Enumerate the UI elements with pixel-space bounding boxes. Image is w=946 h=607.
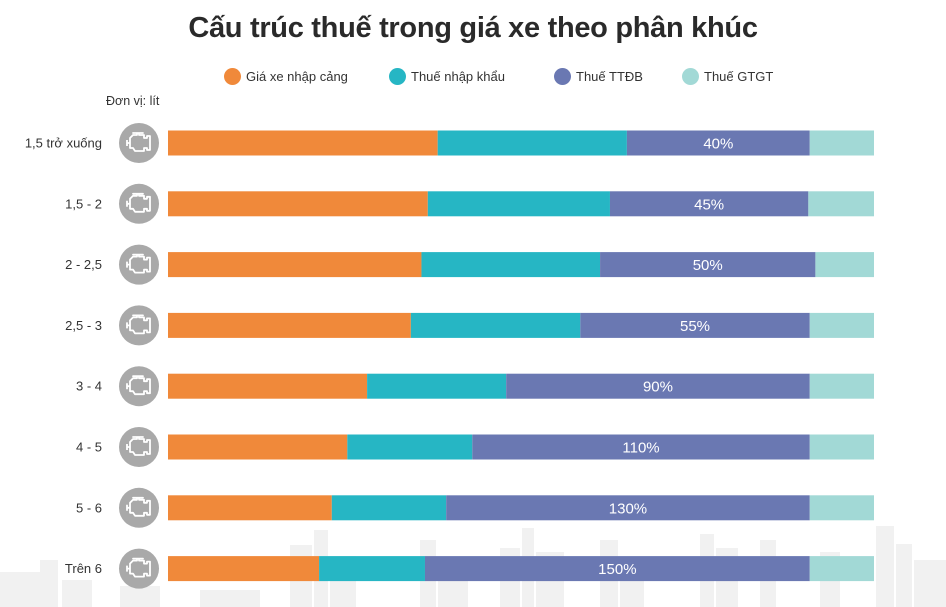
engine-icon-badge xyxy=(119,366,159,407)
engine-icon xyxy=(119,305,159,346)
data-label: 110% xyxy=(622,440,659,457)
bar-segment xyxy=(319,556,425,582)
engine-icon-outline xyxy=(126,496,151,517)
bar-segment xyxy=(410,312,581,338)
legend-item-import-price: Giá xe nhập cảng xyxy=(224,66,348,86)
engine-icon-badge xyxy=(119,183,159,224)
legend-item-special-consumption-tax: Thuế TTĐB xyxy=(554,66,643,86)
bar-segment xyxy=(421,252,601,278)
bar-segment xyxy=(809,373,874,399)
bar-segment xyxy=(808,191,874,217)
bar-row: 2,5 - 3 55% xyxy=(65,305,874,346)
bar-row: 1,5 - 2 45% xyxy=(65,183,874,224)
engine-icon-badge xyxy=(119,548,159,589)
engine-icon-badge xyxy=(119,305,159,346)
engine-icon-outline xyxy=(126,375,151,396)
legend-swatch xyxy=(389,67,406,85)
data-label: 40% xyxy=(703,136,733,153)
category-label: 2,5 - 3 xyxy=(65,318,102,333)
bar-row: 2 - 2,5 50% xyxy=(65,244,874,285)
bar-segment xyxy=(446,495,810,521)
engine-icon-badge xyxy=(119,123,159,163)
data-label: 45% xyxy=(694,196,724,213)
legend-label: Thuế nhập khẩu xyxy=(411,68,505,84)
legend-swatch xyxy=(554,67,571,85)
data-label: 90% xyxy=(643,379,673,396)
bar-segment xyxy=(809,495,874,521)
bar-segment xyxy=(168,373,368,399)
bar-row: 4 - 5 110% xyxy=(76,427,874,467)
engine-icon xyxy=(119,427,159,467)
legend-swatch xyxy=(682,67,699,85)
bar-segment xyxy=(600,252,816,278)
engine-icon-outline xyxy=(126,253,151,274)
engine-icon xyxy=(119,366,159,407)
bar-segment xyxy=(331,495,447,521)
bar-segment xyxy=(168,191,428,217)
bar-segment xyxy=(347,434,473,460)
legend-label: Giá xe nhập cảng xyxy=(246,68,348,84)
category-label: 1,5 - 2 xyxy=(65,196,102,211)
bar-segment xyxy=(367,373,507,399)
engine-icon-badge xyxy=(119,487,159,528)
engine-icon xyxy=(119,487,159,528)
data-label: 55% xyxy=(680,318,710,335)
bar-segment xyxy=(437,130,627,156)
bar-segment xyxy=(626,130,810,156)
legend-label: Thuế TTĐB xyxy=(576,68,643,84)
bar-segment xyxy=(168,312,411,338)
bar-segment xyxy=(424,556,810,582)
data-label: 50% xyxy=(693,257,723,274)
legend-swatch xyxy=(224,67,241,85)
legend: Giá xe nhập cảng Thuế nhập khẩu Thuế TTĐ… xyxy=(0,66,946,86)
bar-segment xyxy=(506,373,810,399)
bar-segment xyxy=(168,252,422,278)
bar-segment xyxy=(168,556,320,582)
category-label: Trên 6 xyxy=(65,561,102,576)
category-label: 5 - 6 xyxy=(76,500,102,515)
engine-icon-outline xyxy=(126,314,151,335)
bar-row: Trên 6 150% xyxy=(65,548,874,589)
engine-icon-outline xyxy=(126,557,151,578)
bar-segment xyxy=(809,556,874,582)
legend-item-vat: Thuế GTGT xyxy=(682,66,773,86)
bar-row: 5 - 6 130% xyxy=(76,487,874,528)
engine-icon-outline xyxy=(126,436,151,456)
bar-segment xyxy=(609,191,809,217)
unit-label: Đơn vị: lít xyxy=(106,94,160,108)
bar-segment xyxy=(580,312,810,338)
bar-segment xyxy=(809,312,874,338)
engine-icon xyxy=(119,183,159,224)
bar-segment xyxy=(168,495,332,521)
engine-icon xyxy=(119,244,159,285)
bar-segment xyxy=(427,191,610,217)
engine-icon-badge xyxy=(119,427,159,467)
chart-title: Cấu trúc thuế trong giá xe theo phân khú… xyxy=(188,12,758,44)
category-label: 3 - 4 xyxy=(76,379,102,394)
category-label: 2 - 2,5 xyxy=(65,257,102,272)
bar-segment xyxy=(809,130,874,156)
bar-segment xyxy=(809,434,874,460)
legend-label: Thuế GTGT xyxy=(704,68,774,84)
engine-icon xyxy=(119,548,159,589)
bar-segment xyxy=(815,252,874,278)
data-label: 150% xyxy=(598,561,636,578)
engine-icon-outline xyxy=(126,132,151,152)
engine-icon xyxy=(119,123,159,163)
bar-segment xyxy=(168,130,438,156)
bar-row: 3 - 4 90% xyxy=(76,366,874,407)
bar-segment xyxy=(168,434,348,460)
bar-segment xyxy=(472,434,810,460)
category-label: 4 - 5 xyxy=(76,440,102,455)
category-label: 1,5 trở xuống xyxy=(25,136,102,151)
bar-row: 1,5 trở xuống 40% xyxy=(25,123,874,163)
data-label: 130% xyxy=(609,500,647,517)
engine-icon-outline xyxy=(126,192,151,213)
legend-item-import-tax: Thuế nhập khẩu xyxy=(389,66,505,86)
engine-icon-badge xyxy=(119,244,159,285)
